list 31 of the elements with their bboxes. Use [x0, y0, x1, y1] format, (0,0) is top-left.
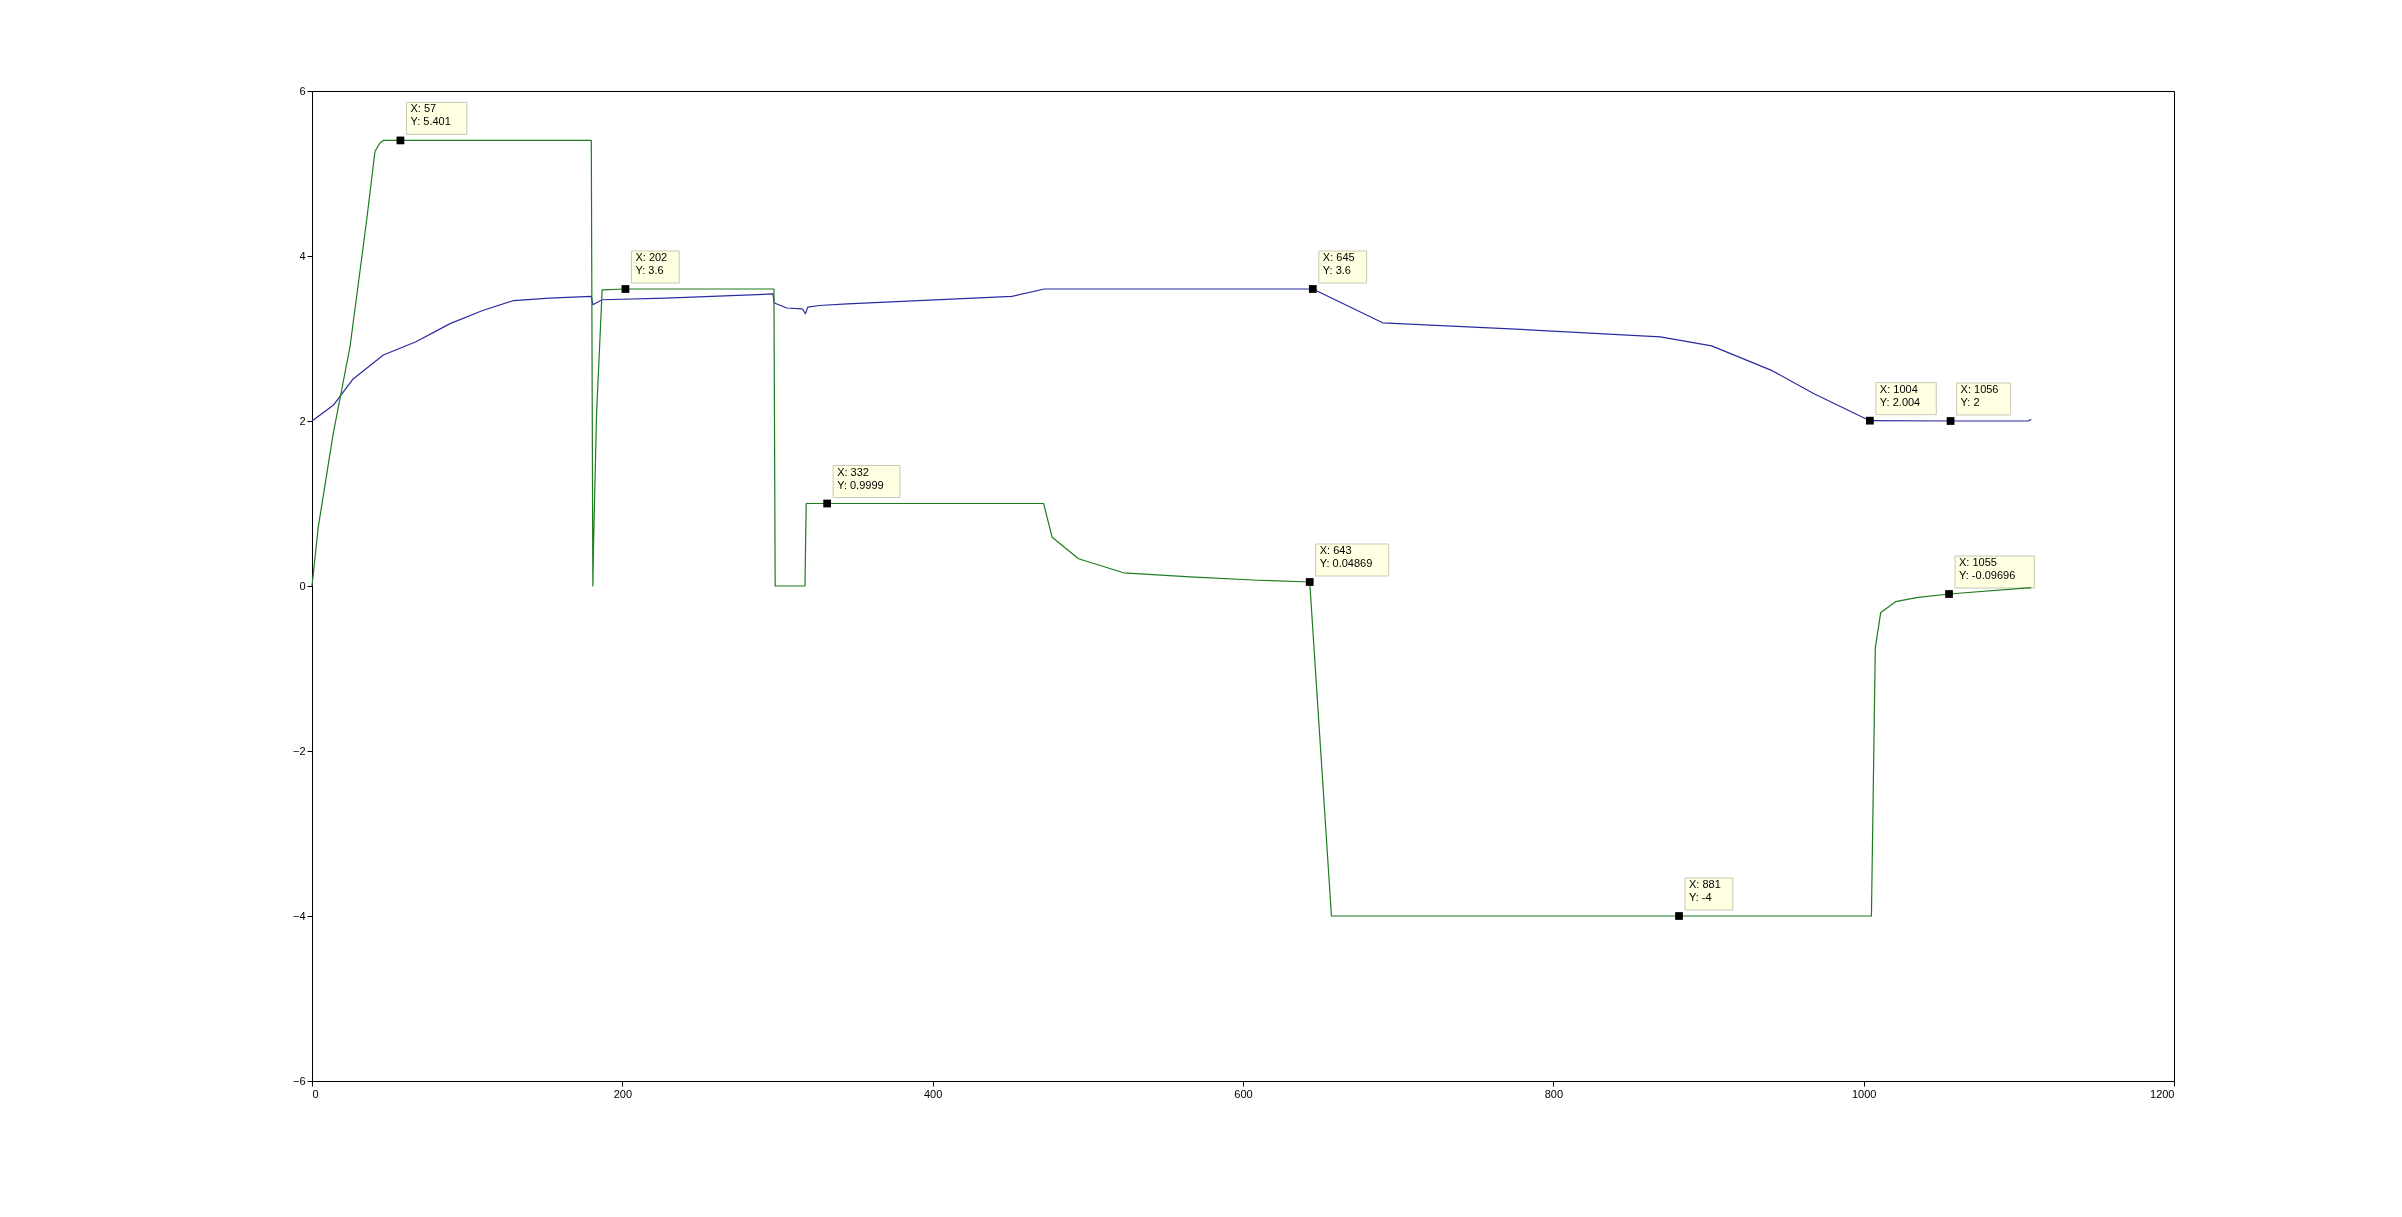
point	[1945, 590, 1953, 598]
point	[1305, 578, 1314, 586]
x-tick-label: 1200	[2150, 1087, 2175, 1100]
annotation: X: 643 Y: 0.04869	[1319, 543, 1373, 569]
y-tick-label: 4	[299, 249, 306, 262]
x-tick-label: 200	[613, 1087, 633, 1100]
x-tick-label: 1000	[1851, 1087, 1877, 1100]
y-tick-label: −2	[292, 744, 306, 757]
x-tick-label: 0	[312, 1087, 319, 1100]
y-tick-label: 2	[299, 414, 306, 427]
point	[1308, 285, 1317, 293]
point	[823, 499, 832, 508]
y-tick-label: −6	[292, 1074, 306, 1087]
point	[1866, 416, 1874, 425]
point	[1946, 417, 1955, 425]
x-tick-label: 800	[1544, 1087, 1564, 1100]
x-tick-label: 400	[923, 1087, 943, 1100]
point	[621, 285, 630, 293]
annotation: X: 1056 Y: 2	[1960, 383, 1999, 408]
x-tick-label: 600	[1234, 1087, 1253, 1100]
annotation: X: 881 Y: -4	[1689, 878, 1721, 903]
y-tick-label: 6	[299, 84, 306, 97]
annotation: X: 1004 Y: 2.004	[1879, 382, 1921, 408]
y-tick-label: −4	[292, 909, 306, 922]
annotation: X: 332 Y: 0.9999	[837, 465, 884, 491]
annotation: X: 1055 Y: -0.09696	[1959, 556, 2016, 581]
point	[1675, 912, 1683, 920]
annotation: X: 202 Y: 3.6	[635, 251, 668, 276]
annotation: X: 57 Y: 5.401	[410, 102, 451, 128]
y-tick-label: 0	[299, 579, 306, 592]
annotation: X: 645 Y: 3.6	[1322, 251, 1355, 276]
